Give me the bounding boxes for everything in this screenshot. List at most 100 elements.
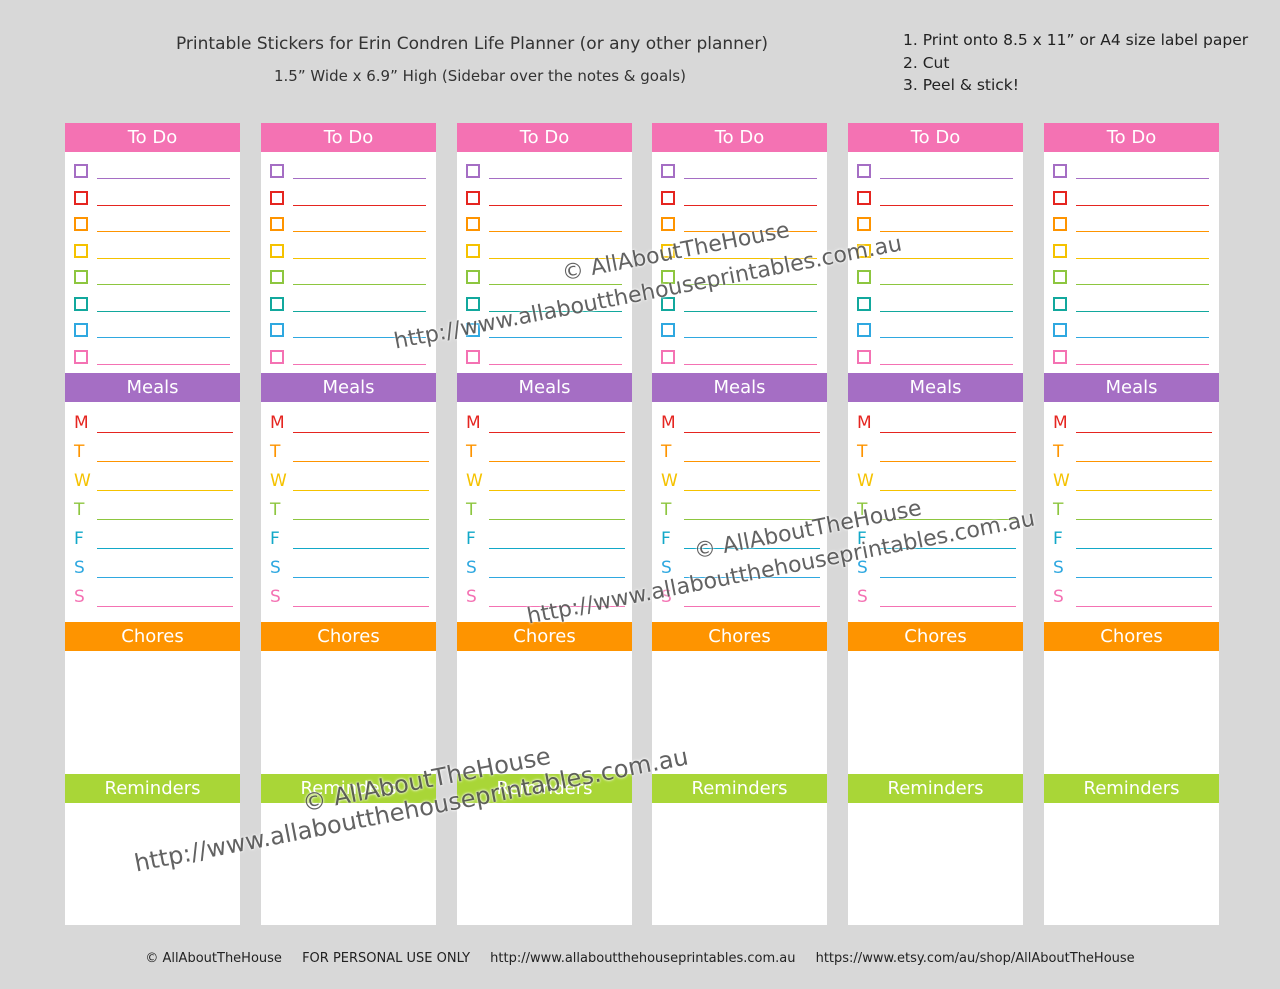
checkbox-icon[interactable]	[466, 164, 480, 178]
checkbox-icon[interactable]	[74, 164, 88, 178]
day-letter: T	[857, 442, 868, 462]
meal-line	[1076, 548, 1212, 549]
meal-day-row: S	[857, 587, 1018, 607]
day-letter: S	[1053, 587, 1064, 607]
checkbox-icon[interactable]	[661, 323, 675, 337]
todo-line	[293, 311, 426, 312]
todo-line	[684, 231, 817, 232]
todo-item	[857, 216, 1017, 232]
checkbox-icon[interactable]	[270, 217, 284, 231]
meal-day-row: M	[466, 413, 627, 433]
meal-line	[489, 490, 625, 491]
footer-etsy-link[interactable]: https://www.etsy.com/au/shop/AllAboutThe…	[815, 951, 1135, 966]
checkbox-icon[interactable]	[1053, 270, 1067, 284]
checkbox-icon[interactable]	[661, 244, 675, 258]
checkbox-icon[interactable]	[1053, 217, 1067, 231]
checkbox-icon[interactable]	[466, 270, 480, 284]
todo-header: To Do	[261, 123, 436, 152]
checkbox-icon[interactable]	[857, 191, 871, 205]
day-letter: F	[74, 529, 84, 549]
checkbox-icon[interactable]	[74, 217, 88, 231]
checkbox-icon[interactable]	[466, 350, 480, 364]
todo-item	[74, 269, 234, 285]
meal-line	[684, 490, 820, 491]
checkbox-icon[interactable]	[661, 191, 675, 205]
todo-item	[857, 296, 1017, 312]
checkbox-icon[interactable]	[74, 350, 88, 364]
todo-line	[684, 284, 817, 285]
day-letter: T	[270, 500, 281, 520]
day-letter: S	[466, 558, 477, 578]
checkbox-icon[interactable]	[857, 217, 871, 231]
checkbox-icon[interactable]	[1053, 191, 1067, 205]
todo-line	[489, 231, 622, 232]
meal-day-row: M	[1053, 413, 1214, 433]
todo-line	[293, 284, 426, 285]
checkbox-icon[interactable]	[1053, 350, 1067, 364]
checkbox-icon[interactable]	[857, 297, 871, 311]
checkbox-icon[interactable]	[857, 164, 871, 178]
checkbox-icon[interactable]	[466, 217, 480, 231]
checkbox-icon[interactable]	[661, 164, 675, 178]
checkbox-icon[interactable]	[270, 297, 284, 311]
checkbox-icon[interactable]	[270, 244, 284, 258]
footer-website-link[interactable]: http://www.allaboutthehouseprintables.co…	[490, 951, 796, 966]
checkbox-icon[interactable]	[270, 350, 284, 364]
day-letter: F	[1053, 529, 1063, 549]
checkbox-icon[interactable]	[466, 244, 480, 258]
checkbox-icon[interactable]	[1053, 323, 1067, 337]
meal-line	[97, 577, 233, 578]
checkbox-icon[interactable]	[466, 297, 480, 311]
day-letter: T	[857, 500, 868, 520]
day-letter: T	[661, 442, 672, 462]
checkbox-icon[interactable]	[74, 244, 88, 258]
checkbox-icon[interactable]	[857, 244, 871, 258]
checkbox-icon[interactable]	[74, 323, 88, 337]
checkbox-icon[interactable]	[661, 297, 675, 311]
checkbox-icon[interactable]	[1053, 164, 1067, 178]
todo-item	[466, 216, 626, 232]
checkbox-icon[interactable]	[270, 323, 284, 337]
checkbox-icon[interactable]	[1053, 244, 1067, 258]
checkbox-icon[interactable]	[466, 323, 480, 337]
checkbox-icon[interactable]	[857, 270, 871, 284]
day-letter: M	[74, 413, 89, 433]
meal-line	[1076, 490, 1212, 491]
todo-item	[74, 322, 234, 338]
day-letter: S	[857, 587, 868, 607]
checkbox-icon[interactable]	[857, 350, 871, 364]
todo-line	[880, 364, 1013, 365]
checkbox-icon[interactable]	[270, 191, 284, 205]
meal-day-row: W	[270, 471, 431, 491]
todo-item	[857, 163, 1017, 179]
todo-line	[684, 258, 817, 259]
meals-header: Meals	[652, 373, 827, 402]
meal-day-row: W	[466, 471, 627, 491]
todo-line	[880, 337, 1013, 338]
checkbox-icon[interactable]	[661, 217, 675, 231]
todo-line	[880, 205, 1013, 206]
checkbox-icon[interactable]	[857, 323, 871, 337]
todo-item	[466, 322, 626, 338]
todo-item	[661, 243, 821, 259]
checkbox-icon[interactable]	[661, 270, 675, 284]
meal-day-row: T	[661, 500, 822, 520]
todo-item	[1053, 296, 1213, 312]
checkbox-icon[interactable]	[1053, 297, 1067, 311]
checkbox-icon[interactable]	[74, 191, 88, 205]
meal-line	[1076, 606, 1212, 607]
meal-day-row: T	[270, 500, 431, 520]
todo-item	[466, 190, 626, 206]
checkbox-icon[interactable]	[74, 297, 88, 311]
checkbox-icon[interactable]	[74, 270, 88, 284]
day-letter: F	[857, 529, 867, 549]
todo-line	[1076, 258, 1209, 259]
checkbox-icon[interactable]	[270, 270, 284, 284]
checkbox-icon[interactable]	[466, 191, 480, 205]
sticker-strip: To Do Meals M T W T F S S Chores Reminders	[65, 123, 240, 925]
todo-line	[489, 205, 622, 206]
checkbox-icon[interactable]	[661, 350, 675, 364]
todo-item	[466, 296, 626, 312]
checkbox-icon[interactable]	[270, 164, 284, 178]
reminders-header: Reminders	[848, 774, 1023, 803]
